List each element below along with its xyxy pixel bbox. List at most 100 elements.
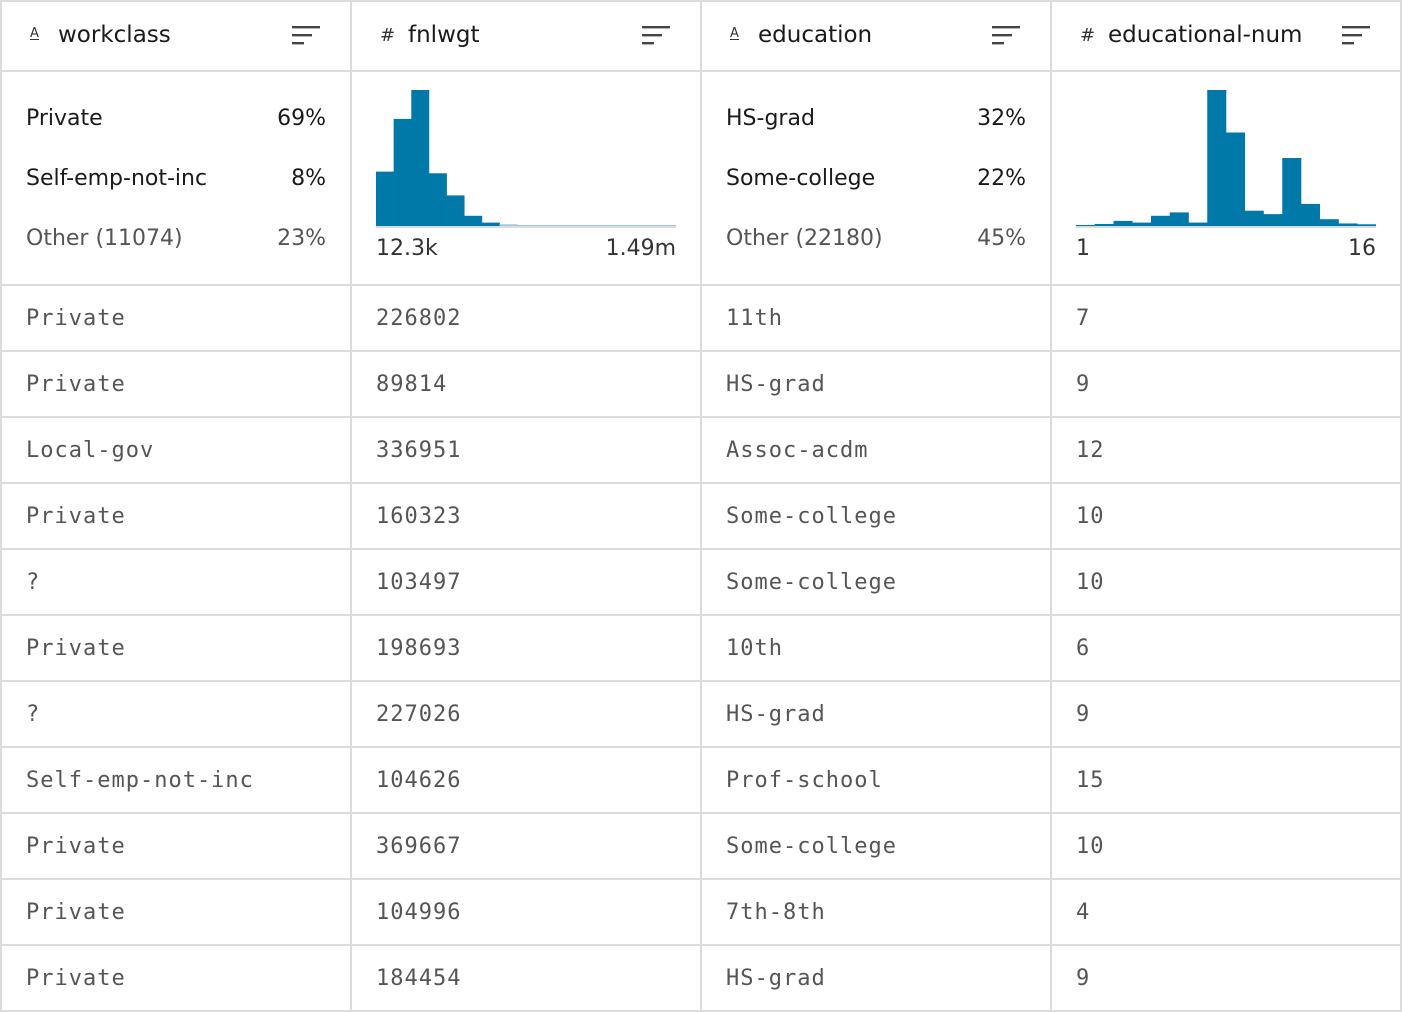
table-cell[interactable]: 104996	[376, 899, 462, 925]
table-cell[interactable]: HS-grad	[726, 701, 826, 727]
table-cell[interactable]: Private	[26, 833, 126, 859]
histogram-bar	[570, 225, 589, 226]
sort-icon[interactable]	[642, 24, 672, 46]
table-cell[interactable]: 10	[1076, 503, 1105, 529]
column-divider	[700, 0, 702, 1012]
table-cell[interactable]: HS-grad	[726, 371, 826, 397]
table-cell[interactable]: Private	[26, 305, 126, 331]
histogram	[1076, 90, 1376, 228]
histogram-bar	[552, 225, 571, 226]
histogram-bar	[658, 225, 676, 226]
row-divider	[0, 0, 1402, 2]
table-cell[interactable]: 184454	[376, 965, 462, 991]
row-divider	[0, 812, 1402, 814]
table-cell[interactable]: Self-emp-not-inc	[26, 767, 254, 793]
other-label: Other (11074)	[26, 225, 183, 251]
table-cell[interactable]: 9	[1076, 965, 1091, 991]
histogram-bar	[1282, 158, 1302, 226]
row-divider	[0, 416, 1402, 418]
category-percent: 69%	[277, 105, 326, 131]
table-cell[interactable]: 104626	[376, 767, 462, 793]
table-cell[interactable]: 160323	[376, 503, 462, 529]
row-divider	[0, 1010, 1402, 1012]
sort-icon[interactable]	[992, 24, 1022, 46]
summary-category: Self-emp-not-inc 8%	[26, 162, 326, 194]
table-cell[interactable]: 12	[1076, 437, 1105, 463]
table-cell[interactable]: Private	[26, 503, 126, 529]
histogram-bar	[534, 225, 553, 226]
column-summary: 12.3k 1.49m	[350, 72, 700, 284]
column-divider	[1050, 0, 1052, 1012]
row-divider	[0, 350, 1402, 352]
column-header[interactable]: # educational-num	[1050, 0, 1400, 70]
table-cell[interactable]: 103497	[376, 569, 462, 595]
summary-category: Some-college 22%	[726, 162, 1026, 194]
table-cell[interactable]: 10	[1076, 833, 1105, 859]
sort-icon[interactable]	[292, 24, 322, 46]
table-cell[interactable]: 7th-8th	[726, 899, 826, 925]
table-cell[interactable]: HS-grad	[726, 965, 826, 991]
histogram-bar	[499, 224, 518, 226]
table-cell[interactable]: 9	[1076, 371, 1091, 397]
histogram-bar	[1076, 225, 1096, 226]
histogram-bar	[1338, 223, 1358, 226]
histogram-bar	[1188, 222, 1208, 226]
number-type-icon: #	[1080, 24, 1096, 46]
table-cell[interactable]: 89814	[376, 371, 448, 397]
row-divider	[0, 614, 1402, 616]
column-header[interactable]: # fnlwgt	[350, 0, 700, 70]
table-cell[interactable]: 198693	[376, 635, 462, 661]
range-max-label: 1.49m	[605, 236, 676, 261]
histogram-bar	[428, 173, 447, 226]
table-cell[interactable]: Private	[26, 371, 126, 397]
histogram-bar	[587, 225, 606, 226]
table-cell[interactable]: 6	[1076, 635, 1091, 661]
table-cell[interactable]: 11th	[726, 305, 783, 331]
table-cell[interactable]: Private	[26, 899, 126, 925]
histogram-bar	[1113, 220, 1133, 226]
category-label: HS-grad	[726, 105, 815, 131]
row-divider	[0, 70, 1402, 72]
sort-icon[interactable]	[1342, 24, 1372, 46]
table-cell[interactable]: 226802	[376, 305, 462, 331]
table-cell[interactable]: 10	[1076, 569, 1105, 595]
table-cell[interactable]: ?	[26, 701, 41, 727]
column-3: # educational-num 1 16 7 9 12 10 10 6 9 15 10 4 9	[1050, 0, 1400, 1012]
range-min-label: 1	[1076, 236, 1090, 261]
category-percent: 32%	[977, 105, 1026, 131]
histogram-bar	[1151, 215, 1171, 226]
row-divider	[0, 878, 1402, 880]
table-cell[interactable]: Some-college	[726, 569, 897, 595]
summary-other: Other (11074) 23%	[26, 222, 326, 254]
histogram-bar	[1301, 203, 1321, 226]
table-cell[interactable]: 7	[1076, 305, 1091, 331]
table-cell[interactable]: Prof-school	[726, 767, 883, 793]
histogram-bar	[517, 225, 536, 226]
table-cell[interactable]: 9	[1076, 701, 1091, 727]
table-cell[interactable]: 10th	[726, 635, 783, 661]
table-cell[interactable]: 369667	[376, 833, 462, 859]
table-cell[interactable]: ?	[26, 569, 41, 595]
table-cell[interactable]: Local-gov	[26, 437, 155, 463]
column-divider	[0, 0, 2, 1012]
row-divider	[0, 284, 1402, 286]
table-cell[interactable]: Assoc-acdm	[726, 437, 869, 463]
table-cell[interactable]: Private	[26, 965, 126, 991]
range-max-label: 16	[1348, 236, 1376, 261]
table-cell[interactable]: Some-college	[726, 833, 897, 859]
table-cell[interactable]: 227026	[376, 701, 462, 727]
table-cell[interactable]: 336951	[376, 437, 462, 463]
table-cell[interactable]: Some-college	[726, 503, 897, 529]
table-cell[interactable]: 4	[1076, 899, 1091, 925]
table-cell[interactable]: 15	[1076, 767, 1105, 793]
histogram-bar	[393, 118, 412, 226]
row-divider	[0, 746, 1402, 748]
table-cell[interactable]: Private	[26, 635, 126, 661]
histogram-bar	[1094, 223, 1114, 226]
column-summary: Private 69% Self-emp-not-inc 8% Other (11074…	[0, 72, 350, 284]
